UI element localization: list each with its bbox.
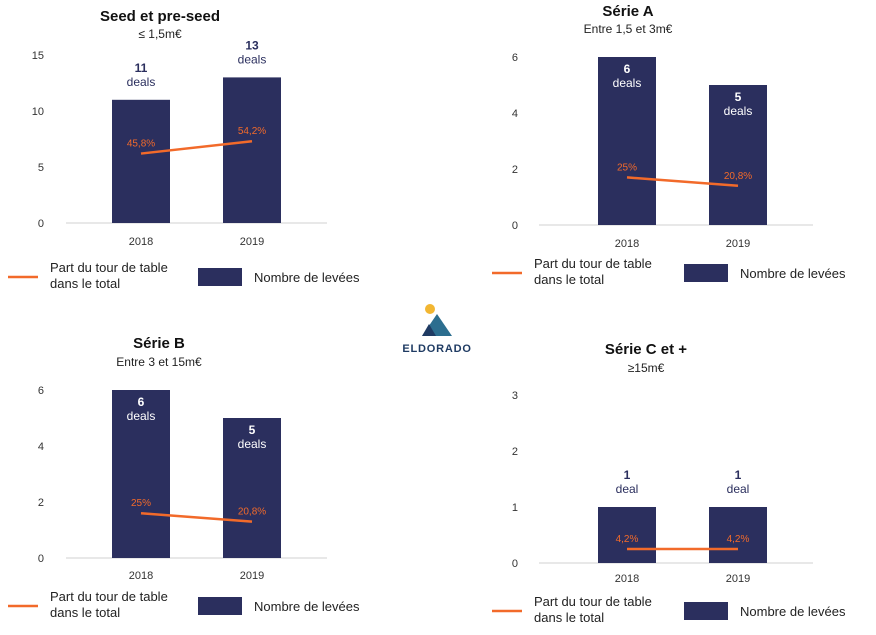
bar-value-label: 6 xyxy=(138,395,145,409)
y-tick-label: 0 xyxy=(512,220,518,232)
legend-line-label: Part du tour de table xyxy=(50,260,168,275)
chart-subtitle: Entre 3 et 15m€ xyxy=(116,355,202,369)
y-tick-label: 0 xyxy=(38,218,44,230)
y-tick-label: 6 xyxy=(512,52,518,64)
bar xyxy=(223,77,281,224)
chart-subtitle: Entre 1,5 et 3m€ xyxy=(584,22,673,36)
share-data-label: 25% xyxy=(617,162,637,173)
bar xyxy=(598,57,656,225)
y-tick-label: 6 xyxy=(38,385,44,397)
bar-unit-label: deals xyxy=(127,75,156,89)
y-tick-label: 2 xyxy=(512,164,518,176)
share-data-label: 20,8% xyxy=(724,171,752,182)
chart-subtitle: ≥15m€ xyxy=(628,361,665,375)
share-data-label: 4,2% xyxy=(616,534,639,545)
legend-bar-swatch xyxy=(198,597,242,615)
bar-value-label: 5 xyxy=(249,423,256,437)
y-tick-label: 2 xyxy=(38,497,44,509)
bar-value-label: 11 xyxy=(135,61,148,75)
legend-bar-swatch xyxy=(198,268,242,286)
x-tick-label: 2018 xyxy=(129,236,153,248)
y-tick-label: 15 xyxy=(32,50,44,62)
mountain-sun-icon xyxy=(422,304,452,336)
share-line xyxy=(626,176,739,188)
bar xyxy=(112,99,170,223)
legend-bar-label: Nombre de levées xyxy=(254,270,360,285)
chart-title: Série A xyxy=(602,3,653,20)
logo-text: ELDORADO xyxy=(402,343,472,355)
bar xyxy=(112,390,170,558)
legend-bar-label: Nombre de levées xyxy=(254,599,360,614)
y-tick-label: 1 xyxy=(512,502,518,514)
legend-line-label: dans le total xyxy=(534,610,604,625)
share-data-label: 54,2% xyxy=(238,126,266,137)
bar-unit-label: deal xyxy=(727,482,750,496)
legend-line-label: dans le total xyxy=(534,272,604,287)
bar xyxy=(709,85,767,225)
share-data-label: 20,8% xyxy=(238,507,266,518)
legend-bar-label: Nombre de levées xyxy=(740,266,846,281)
eldorado-logo: ELDORADO xyxy=(392,300,482,360)
bar xyxy=(709,507,767,563)
legend-line-label: Part du tour de table xyxy=(534,594,652,609)
legend-line-label: dans le total xyxy=(50,605,120,620)
chart-title: Seed et pre-seed xyxy=(100,8,220,25)
x-tick-label: 2019 xyxy=(726,573,750,585)
legend-bar-label: Nombre de levées xyxy=(740,604,846,619)
y-tick-label: 0 xyxy=(512,558,518,570)
y-tick-label: 10 xyxy=(32,106,44,118)
bar-value-label: 1 xyxy=(735,468,742,482)
y-tick-label: 3 xyxy=(512,390,518,402)
share-data-label: 4,2% xyxy=(727,534,750,545)
logo-sun xyxy=(425,304,435,314)
bar xyxy=(598,507,656,563)
bar-unit-label: deals xyxy=(238,52,267,66)
bar-unit-label: deals xyxy=(613,76,642,90)
chart-subtitle: ≤ 1,5m€ xyxy=(138,27,182,41)
x-tick-label: 2019 xyxy=(240,570,264,582)
y-tick-label: 0 xyxy=(38,553,44,565)
y-tick-label: 2 xyxy=(512,446,518,458)
bar-value-label: 6 xyxy=(624,62,631,76)
legend-line-label: Part du tour de table xyxy=(50,589,168,604)
share-data-label: 25% xyxy=(131,498,151,509)
share-line xyxy=(140,139,253,155)
bar-value-label: 5 xyxy=(735,90,742,104)
chart-title: Série B xyxy=(133,335,185,352)
x-tick-label: 2018 xyxy=(615,238,639,250)
bar-unit-label: deal xyxy=(616,482,639,496)
legend-line-label: dans le total xyxy=(50,276,120,291)
y-tick-label: 4 xyxy=(38,441,44,453)
x-tick-label: 2019 xyxy=(240,236,264,248)
bar-value-label: 1 xyxy=(624,468,631,482)
x-tick-label: 2019 xyxy=(726,238,750,250)
legend-bar-swatch xyxy=(684,602,728,620)
share-data-label: 45,8% xyxy=(127,139,155,150)
bar-unit-label: deals xyxy=(238,437,267,451)
x-tick-label: 2018 xyxy=(615,573,639,585)
logo-mountain-back xyxy=(422,324,436,336)
bar-unit-label: deals xyxy=(127,409,156,423)
chart-title: Série C et + xyxy=(605,341,687,358)
y-tick-label: 4 xyxy=(512,108,518,120)
y-tick-label: 5 xyxy=(38,162,44,174)
share-line xyxy=(140,511,253,523)
bar-unit-label: deals xyxy=(724,104,753,118)
legend-bar-swatch xyxy=(684,264,728,282)
legend-line-label: Part du tour de table xyxy=(534,256,652,271)
x-tick-label: 2018 xyxy=(129,570,153,582)
bar-value-label: 13 xyxy=(245,38,259,52)
bar xyxy=(223,418,281,558)
